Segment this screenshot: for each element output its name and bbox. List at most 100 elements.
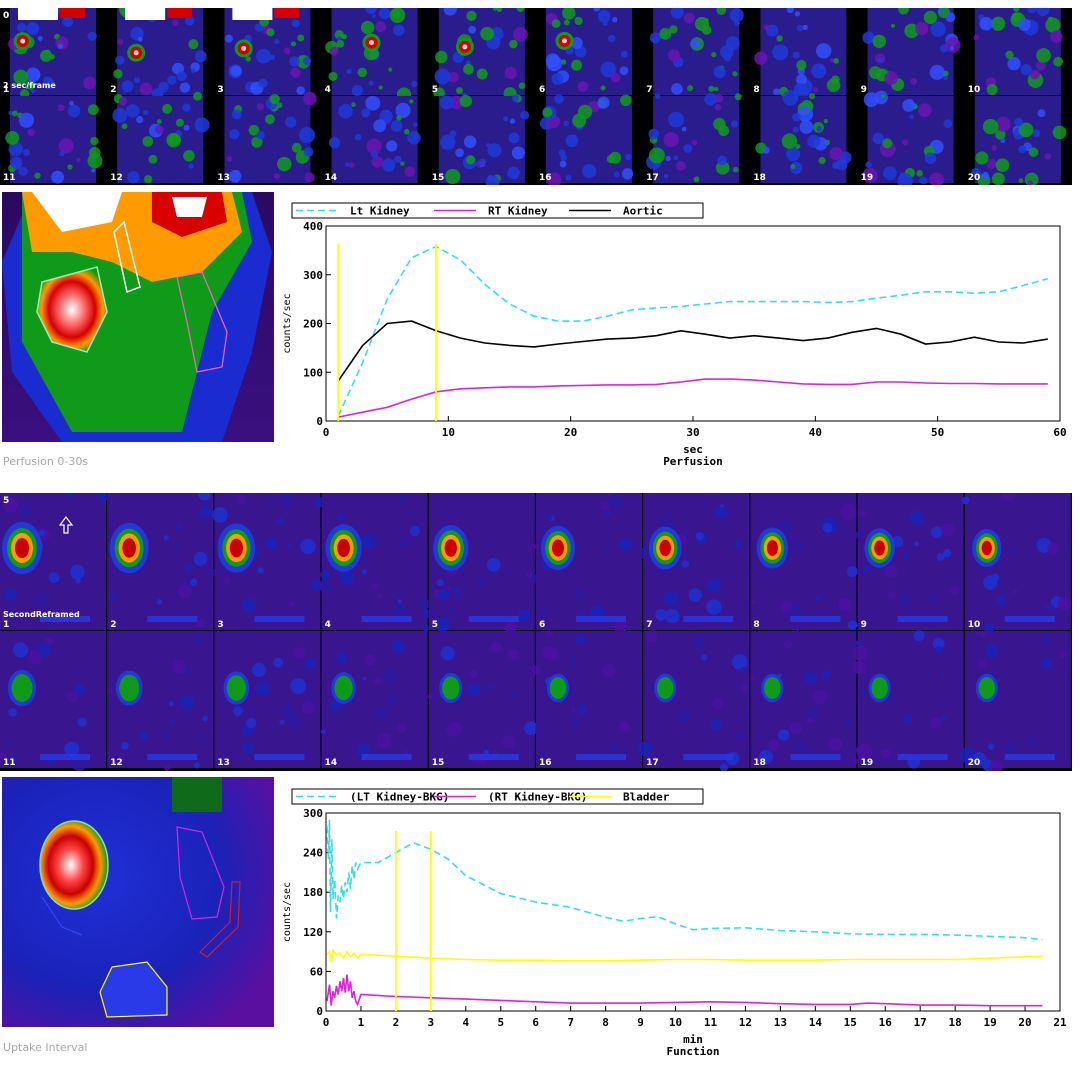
x-tick-label: 17 [914, 1016, 927, 1029]
legend-label: RT Kidney [488, 205, 548, 218]
x-axis-label: sec [683, 443, 703, 456]
y-tick-label: 60 [310, 965, 323, 978]
x-tick-label: 30 [686, 426, 699, 439]
perfusion-frame-strip: 1 2 3 4 5 6 7 8 9 10 11 12 13 14 15 16 17 18 19 20 0 2 sec/fr… [0, 8, 1072, 185]
frame-number-label: 10 [968, 85, 981, 95]
frame-number-label: 18 [753, 173, 766, 183]
frame-thumbnail: 7 [639, 493, 750, 630]
frame-number-label: 13 [217, 173, 230, 183]
y-tick-label: 0 [316, 415, 323, 428]
x-tick-label: 14 [809, 1016, 823, 1029]
frame-thumbnail: 1 [0, 8, 106, 99]
frame-thumbnail: 15 [428, 94, 535, 185]
x-tick-label: 18 [949, 1016, 962, 1029]
frame-thumbnail: 4 [321, 8, 428, 102]
frame-number-label: 9 [861, 620, 867, 630]
frame-thumbnail: 14 [321, 95, 428, 183]
x-tick-label: 11 [704, 1016, 718, 1029]
frame-number-label: 3 [217, 620, 223, 630]
frame-number-label: 16 [539, 173, 552, 183]
x-tick-label: 2 [393, 1016, 400, 1029]
plot-area [325, 812, 1061, 1012]
frame-number-label: 12 [110, 173, 123, 183]
x-tick-label: 0 [323, 1016, 330, 1029]
frame-number-label: 16 [539, 758, 552, 768]
legend-label: Bladder [623, 791, 670, 804]
frame-number-label: 11 [3, 173, 16, 183]
legend-item: (LT Kidney-BKG) [296, 791, 449, 804]
frame-thumbnail: 3 [212, 493, 326, 630]
legend-label: (LT Kidney-BKG) [350, 791, 449, 804]
frame-thumbnail: 10 [961, 493, 1072, 634]
x-tick-label: 9 [637, 1016, 644, 1029]
frame-number-label: 14 [325, 173, 338, 183]
frame-thumbnail: 11 [0, 631, 106, 771]
frame-thumbnail: 14 [320, 631, 428, 768]
strip-count-label: 5 [3, 496, 9, 506]
uptake-roi-image [2, 777, 274, 1027]
frame-thumbnail: 12 [107, 631, 214, 771]
legend-item: Bladder [569, 791, 670, 804]
frame-number-label: 17 [646, 758, 659, 768]
function-chart: (LT Kidney-BKG) (RT Kidney-BKG) Bladder 0 60… [278, 783, 1074, 1068]
x-tick-label: 7 [567, 1016, 574, 1029]
legend-item: RT Kidney [434, 205, 548, 218]
chart-title: Function [667, 1045, 720, 1058]
frame-thumbnail: 8 [750, 8, 857, 101]
frame-number-label: 5 [432, 620, 438, 630]
frame-number-label: 6 [539, 85, 545, 95]
y-axis-label: counts/sec [282, 293, 293, 353]
frame-number-label: 7 [646, 85, 652, 95]
frame-number-label: 3 [217, 85, 223, 95]
arrow-up-icon [58, 516, 74, 534]
legend-item: (RT Kidney-BKG) [434, 791, 587, 804]
frame-thumbnail: 16 [531, 630, 642, 768]
series-line [326, 974, 1043, 1007]
frame-thumbnail: 7 [643, 8, 750, 95]
function-chart-svg: (LT Kidney-BKG) (RT Kidney-BKG) Bladder 0 60… [282, 788, 1067, 1058]
frame-thumbnail: 12 [107, 91, 214, 184]
frame-thumbnail: 13 [214, 631, 321, 768]
x-tick-label: 20 [1018, 1016, 1031, 1029]
frame-number-label: 9 [861, 85, 867, 95]
frame-number-label: 19 [861, 173, 874, 183]
frame-thumbnail: 17 [637, 630, 750, 771]
frame-thumbnail: 19 [852, 630, 964, 769]
frame-thumbnail: 6 [536, 8, 642, 95]
frame-number-label: 15 [432, 758, 445, 768]
frame-thumbnail: 13 [214, 91, 321, 183]
frame-thumbnail: 5 [428, 493, 540, 633]
frame-thumbnail: 6 [534, 493, 642, 634]
frame-number-label: 10 [968, 620, 981, 630]
frame-number-label: 20 [968, 173, 981, 183]
x-tick-label: 50 [931, 426, 944, 439]
frame-thumbnail: 10 [964, 8, 1071, 96]
legend-item: Lt Kidney [296, 205, 410, 218]
frame-thumbnail: 1 [0, 493, 111, 630]
x-tick-label: 10 [669, 1016, 682, 1029]
frame-rate-label: 2 sec/frame [3, 81, 56, 90]
strip-count-label: 0 [3, 11, 9, 21]
frame-thumbnail: 16 [536, 94, 642, 185]
x-tick-label: 60 [1053, 426, 1066, 439]
frame-number-label: 2 [110, 85, 116, 95]
y-tick-label: 0 [316, 1005, 323, 1018]
frame-number-label: 8 [753, 85, 759, 95]
x-tick-label: 12 [739, 1016, 752, 1029]
series-line [337, 320, 1048, 382]
reframe-label: SecondReframed [3, 610, 80, 619]
frame-number-label: 5 [432, 85, 438, 95]
frame-number-label: 15 [432, 173, 445, 183]
frame-number-label: 18 [753, 758, 766, 768]
frame-thumbnail: 9 [854, 493, 964, 630]
frame-thumbnail: 2 [107, 493, 217, 630]
legend-item: Aortic [569, 205, 663, 218]
y-tick-label: 200 [303, 318, 323, 331]
frame-thumbnail: 19 [857, 90, 964, 185]
chart-legend: Lt Kidney RT Kidney Aortic [291, 202, 704, 219]
frame-number-label: 20 [968, 758, 981, 768]
y-tick-label: 100 [303, 366, 323, 379]
y-tick-label: 240 [303, 847, 323, 860]
x-tick-label: 16 [879, 1016, 893, 1029]
